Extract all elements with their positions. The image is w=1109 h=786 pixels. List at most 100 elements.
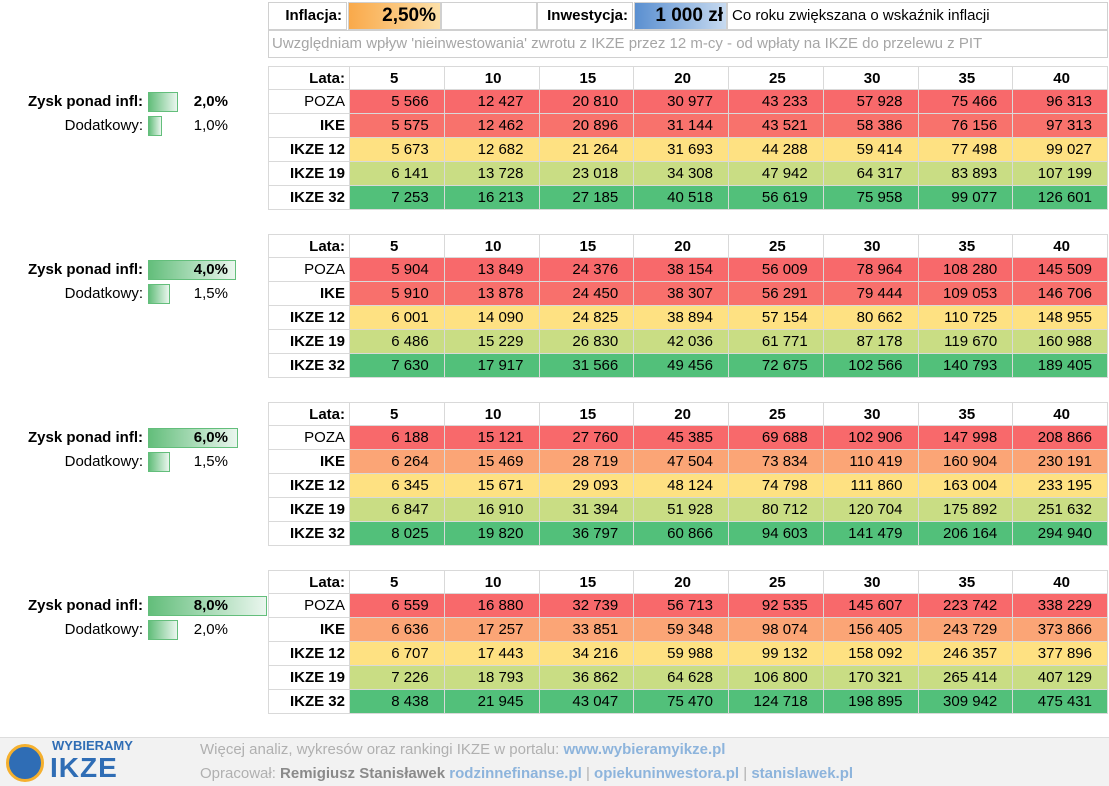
value-cell: 33 851 xyxy=(539,618,635,642)
footer-link[interactable]: opiekuninwestora.pl xyxy=(594,765,740,782)
value-cell: 5 575 xyxy=(350,114,445,138)
value-cell: 107 199 xyxy=(1013,162,1108,186)
value-cell: 99 077 xyxy=(918,186,1014,210)
value-cell: 59 414 xyxy=(823,138,919,162)
footer-link[interactable]: rodzinnefinanse.pl xyxy=(449,765,582,782)
value-cell: 8 025 xyxy=(350,522,445,546)
year-header: 35 xyxy=(918,234,1014,258)
value-cell: 111 860 xyxy=(823,474,919,498)
value-cell: 78 964 xyxy=(823,258,919,282)
footer-line1: Więcej analiz, wykresów oraz rankingi IK… xyxy=(200,741,725,758)
value-cell: 17 257 xyxy=(444,618,540,642)
value-cell: 8 438 xyxy=(350,690,445,714)
separator: | xyxy=(743,765,748,782)
value-cell: 45 385 xyxy=(634,426,729,450)
value-cell: 145 607 xyxy=(823,594,919,618)
author: Remigiusz Stanisławek xyxy=(280,765,446,782)
value-cell: 5 673 xyxy=(350,138,445,162)
value-cell: 16 910 xyxy=(444,498,540,522)
profit-label: Zysk ponad infl: xyxy=(27,597,143,614)
value-cell: 99 132 xyxy=(729,642,824,666)
row-label: IKZE 32 xyxy=(268,354,350,378)
extra-value: 2,0% xyxy=(193,621,228,638)
value-cell: 57 154 xyxy=(729,306,824,330)
footer-text: Więcej analiz, wykresów oraz rankingi IK… xyxy=(200,741,560,758)
value-cell: 44 288 xyxy=(729,138,824,162)
year-header: 40 xyxy=(1013,66,1108,90)
year-header: 15 xyxy=(539,66,635,90)
investment-label: Inwestycja: xyxy=(537,2,633,30)
extra-bar xyxy=(148,620,178,640)
year-header: 35 xyxy=(918,402,1014,426)
value-cell: 12 462 xyxy=(444,114,540,138)
value-cell: 12 682 xyxy=(444,138,540,162)
value-cell: 99 027 xyxy=(1013,138,1108,162)
extra-value: 1,5% xyxy=(193,453,228,470)
year-header: 10 xyxy=(444,402,540,426)
value-cell: 73 834 xyxy=(729,450,824,474)
profit-value: 2,0% xyxy=(193,93,228,110)
value-cell: 49 456 xyxy=(634,354,729,378)
value-cell: 27 185 xyxy=(539,186,635,210)
value-cell: 140 793 xyxy=(918,354,1014,378)
value-cell: 230 191 xyxy=(1013,450,1108,474)
value-cell: 145 509 xyxy=(1013,258,1108,282)
value-cell: 36 797 xyxy=(539,522,635,546)
value-cell: 43 233 xyxy=(729,90,824,114)
row-label: IKZE 19 xyxy=(268,666,350,690)
value-cell: 92 535 xyxy=(729,594,824,618)
value-cell: 206 164 xyxy=(918,522,1014,546)
value-cell: 223 742 xyxy=(918,594,1014,618)
year-header: 15 xyxy=(539,234,635,258)
extra-label: Dodatkowy: xyxy=(64,621,143,638)
value-cell: 309 942 xyxy=(918,690,1014,714)
value-cell: 75 466 xyxy=(918,90,1014,114)
value-cell: 14 090 xyxy=(444,306,540,330)
year-header: 20 xyxy=(634,234,729,258)
value-cell: 61 771 xyxy=(729,330,824,354)
value-cell: 407 129 xyxy=(1013,666,1108,690)
footer-link[interactable]: www.wybieramyikze.pl xyxy=(563,741,726,758)
year-header: 20 xyxy=(634,66,729,90)
row-label: POZA xyxy=(268,90,350,114)
value-cell: 43 521 xyxy=(729,114,824,138)
value-cell: 6 847 xyxy=(350,498,445,522)
value-cell: 34 216 xyxy=(539,642,635,666)
value-cell: 5 904 xyxy=(350,258,445,282)
value-cell: 56 619 xyxy=(729,186,824,210)
header-gap xyxy=(441,2,537,30)
row-label: IKE xyxy=(268,114,350,138)
profit-label: Zysk ponad infl: xyxy=(27,261,143,278)
value-cell: 72 675 xyxy=(729,354,824,378)
value-cell: 6 141 xyxy=(350,162,445,186)
footer-link[interactable]: stanislawek.pl xyxy=(751,765,854,782)
year-header: 5 xyxy=(350,402,445,426)
value-cell: 13 728 xyxy=(444,162,540,186)
value-cell: 377 896 xyxy=(1013,642,1108,666)
row-label: IKZE 32 xyxy=(268,522,350,546)
value-cell: 158 092 xyxy=(823,642,919,666)
value-cell: 6 188 xyxy=(350,426,445,450)
year-header: 40 xyxy=(1013,234,1108,258)
value-cell: 5 910 xyxy=(350,282,445,306)
value-cell: 32 739 xyxy=(539,594,635,618)
value-cell: 76 156 xyxy=(918,114,1014,138)
row-label: IKZE 32 xyxy=(268,690,350,714)
row-label: IKZE 12 xyxy=(268,138,350,162)
value-cell: 29 093 xyxy=(539,474,635,498)
value-cell: 58 386 xyxy=(823,114,919,138)
value-cell: 31 394 xyxy=(539,498,635,522)
value-cell: 15 121 xyxy=(444,426,540,450)
row-label: IKE xyxy=(268,450,350,474)
value-cell: 38 154 xyxy=(634,258,729,282)
value-cell: 160 988 xyxy=(1013,330,1108,354)
value-cell: 16 880 xyxy=(444,594,540,618)
value-cell: 94 603 xyxy=(729,522,824,546)
value-cell: 31 693 xyxy=(634,138,729,162)
year-header: 10 xyxy=(444,66,540,90)
year-header: 20 xyxy=(634,570,729,594)
value-cell: 26 830 xyxy=(539,330,635,354)
value-cell: 69 688 xyxy=(729,426,824,450)
value-cell: 59 348 xyxy=(634,618,729,642)
value-cell: 6 264 xyxy=(350,450,445,474)
